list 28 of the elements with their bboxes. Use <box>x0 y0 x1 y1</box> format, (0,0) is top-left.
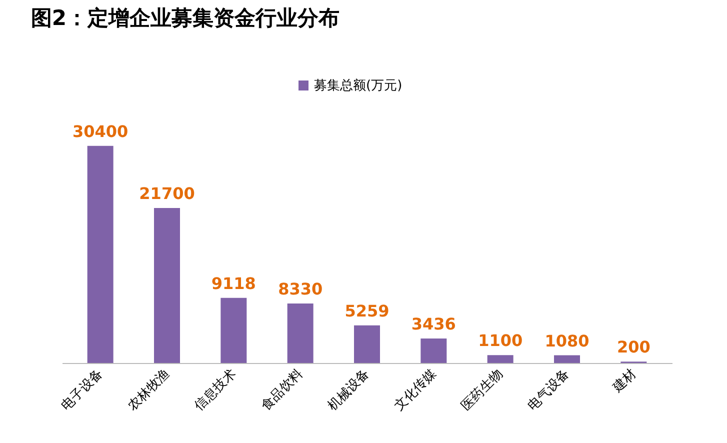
x-tick-label: 电子设备 <box>58 366 106 414</box>
data-label: 3436 <box>411 314 456 334</box>
x-tick-label: 文化传媒 <box>392 366 440 414</box>
bar <box>554 355 580 363</box>
data-label: 200 <box>616 338 650 357</box>
data-label: 5259 <box>344 301 390 320</box>
x-tick-label: 医药生物 <box>458 366 506 414</box>
bar <box>420 338 447 363</box>
data-label: 8330 <box>278 280 323 298</box>
data-label: 1080 <box>544 331 590 350</box>
x-tick-label: 食品饮料 <box>258 366 306 414</box>
x-tick-label: 信息技术 <box>192 366 240 414</box>
legend-label: 募集总额(万元) <box>314 78 402 94</box>
data-label: 9118 <box>211 274 256 293</box>
x-tick-label: 电气设备 <box>525 366 573 414</box>
data-label: 1100 <box>478 331 523 350</box>
bar <box>487 355 514 363</box>
chart-title: 图2：定增企业募集资金行业分布 <box>30 6 340 30</box>
x-tick-label: 农林牧渔 <box>125 366 173 414</box>
data-label: 21700 <box>139 184 195 203</box>
x-tick-label: 机械设备 <box>325 366 373 414</box>
bar <box>354 325 380 363</box>
data-label: 30400 <box>72 122 128 141</box>
bar <box>287 304 314 363</box>
bar <box>87 146 114 363</box>
bar <box>220 298 247 363</box>
x-tick-label: 建材 <box>610 366 640 396</box>
bar <box>154 208 180 363</box>
